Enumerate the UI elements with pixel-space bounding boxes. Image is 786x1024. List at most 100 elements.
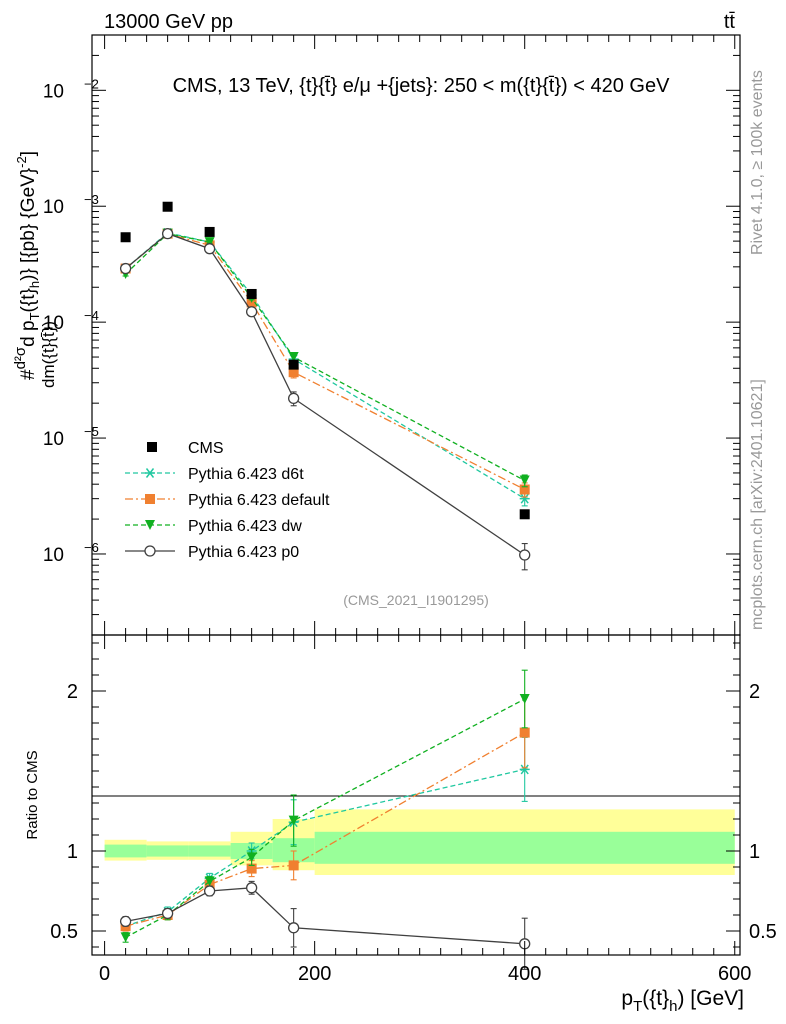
main-point-pythia-6-423-p0	[161, 227, 174, 240]
ratio-point-pythia-6-423-p0	[245, 882, 258, 894]
legend-entry-pythia-6-423-default: Pythia 6.423 default	[125, 492, 330, 509]
xlabel-mid: ({t}	[642, 987, 669, 1010]
main-series-layer	[119, 201, 531, 571]
main-series-pythia-6-423-default	[120, 228, 530, 498]
main-point-pythia-6-423-d6t	[519, 493, 530, 504]
xlabel-p: p	[621, 987, 633, 1010]
analysis-watermark: (CMS_2021_I1901295)	[343, 592, 489, 608]
header-right-label: tt̄	[724, 11, 736, 33]
legend-entry-pythia-6-423-p0: Pythia 6.423 p0	[125, 544, 299, 561]
main-y-tick-exp: −3	[84, 192, 99, 207]
main-point-pythia-6-423-p0	[119, 262, 132, 275]
main-point-pythia-6-423-p0	[203, 243, 216, 255]
x-tick-label: 0	[99, 963, 110, 985]
main-series-pythia-6-423-d6t	[120, 227, 530, 507]
ratio-axis-ticks: 0.5 0.5 1 1 2 2 0 200 400 600	[50, 635, 777, 985]
main-point-pythia-6-423-p0	[519, 549, 531, 561]
main-line-pythia-6-423-dw	[125, 232, 526, 482]
ratio-panel: 0.5 0.5 1 1 2 2 0 200 400 600 Ratio to CMS pT({t}…	[24, 634, 777, 1015]
main-point-pythia-6-423-default	[519, 484, 530, 495]
main-y-tick-exp: −2	[84, 76, 99, 91]
legend-marker-pythia-6-423-dw	[145, 520, 155, 530]
ratio-line-pythia-6-423-d6t	[125, 768, 525, 927]
legend-label-pythia-6-423-default: Pythia 6.423 default	[188, 492, 330, 509]
ratio-point-pythia-6-423-dw	[288, 815, 299, 826]
main-series-cms	[120, 201, 530, 520]
ratio-point-pythia-6-423-default	[519, 727, 530, 738]
main-point-pythia-6-423-p0	[287, 392, 300, 405]
ratio-y-axis-label: Ratio to CMS	[24, 750, 41, 839]
legend-entry-cms: CMS	[147, 440, 224, 457]
main-point-pythia-6-423-d6t-stroke	[520, 493, 529, 504]
main-line-pythia-6-423-d6t	[125, 232, 526, 500]
ylabel-tail: )} [{pb} {GeV}	[18, 168, 39, 281]
main-axis-ticks: 10 −6 10 −5 10 −4 10 −3 10 −2	[43, 34, 740, 636]
ratio-uncertainty-bands	[104, 809, 735, 875]
main-point-pythia-6-423-dw	[288, 352, 299, 363]
legend-marker-cms	[147, 442, 157, 452]
main-point-pythia-6-423-p0	[245, 306, 258, 318]
ratio-point-pythia-6-423-dw	[519, 694, 530, 704]
main-line-pythia-6-423-p0	[125, 232, 526, 556]
ratio-point-pythia-6-423-default	[288, 860, 299, 871]
ylabel-end: ]	[18, 151, 39, 156]
legend-label-cms: CMS	[188, 440, 224, 457]
mcplots-label: mcplots.cern.ch [arXiv:2401.10621]	[749, 379, 766, 630]
main-point-pythia-6-423-default	[288, 367, 299, 378]
ratio-y-tick-label-left: 0.5	[50, 921, 78, 943]
ratio-series-layer	[119, 669, 531, 970]
ratio-point-pythia-6-423-dw	[120, 932, 131, 943]
ratio-point-pythia-6-423-p0	[161, 907, 174, 920]
main-y-tick-base: 10	[43, 313, 64, 334]
ylabel-exp: -2	[14, 156, 29, 168]
legend-entry-pythia-6-423-d6t: Pythia 6.423 d6t	[125, 466, 304, 483]
main-line-pythia-6-423-default	[125, 232, 525, 491]
main-y-tick-label: 10 −6	[43, 540, 99, 566]
ratio-point-pythia-6-423-d6t-stroke	[520, 764, 529, 775]
main-y-tick-label: 10 −4	[43, 308, 99, 334]
legend-label-pythia-6-423-d6t: Pythia 6.423 d6t	[188, 466, 304, 483]
x-tick-label: 600	[718, 963, 751, 985]
main-panel: 10 −6 10 −5 10 −4 10 −3 10 −2 CMS, 13 TeV, {t}{t̄…	[12, 34, 741, 636]
ratio-series-pythia-6-423-p0	[119, 880, 531, 970]
main-point-pythia-6-423-dw	[204, 237, 215, 248]
main-point-cms	[204, 226, 215, 237]
x-tick-label: 400	[508, 963, 541, 985]
legend-marker-pythia-6-423-d6t	[145, 468, 155, 478]
main-series-pythia-6-423-dw	[120, 228, 530, 488]
ratio-panel-frame	[91, 634, 741, 956]
legend: CMS Pythia 6.423 d6t Pythia 6.423 default P…	[125, 440, 330, 561]
legend-marker-pythia-6-423-default	[145, 494, 155, 504]
ylabel-mid: ({t}	[18, 288, 39, 312]
ratio-y-tick-label-left: 2	[67, 681, 78, 703]
main-y-tick-label: 10 −5	[43, 424, 99, 450]
main-y-tick-base: 10	[43, 545, 64, 566]
ratio-stat-uncertainty-band	[146, 845, 189, 857]
xlabel-end: ) [GeV]	[677, 987, 744, 1010]
legend-label-pythia-6-423-dw: Pythia 6.423 dw	[188, 518, 302, 535]
main-title: CMS, 13 TeV, {t}{t̄} e/μ +{jets}: 250 < …	[173, 75, 671, 97]
ratio-stat-uncertainty-band	[104, 844, 147, 858]
ratio-point-pythia-6-423-p0	[203, 885, 216, 897]
ratio-point-pythia-6-423-p0	[119, 915, 132, 928]
ratio-point-pythia-6-423-default	[246, 863, 257, 874]
header-left-label: 13000 GeV pp	[104, 11, 233, 33]
main-point-cms	[246, 288, 257, 299]
main-y-tick-exp: −4	[84, 308, 99, 323]
ratio-series-pythia-6-423-dw	[120, 669, 530, 943]
main-point-cms	[288, 359, 299, 370]
ylabel-prefix: #	[18, 369, 39, 380]
legend-entry-pythia-6-423-dw: Pythia 6.423 dw	[125, 518, 302, 535]
main-y-tick-base: 10	[43, 429, 64, 450]
ratio-line-pythia-6-423-default	[125, 732, 526, 927]
ylabel-fraction-den: dm({t}{t̄})	[39, 321, 58, 388]
xlabel-sub-T: T	[633, 998, 642, 1015]
ratio-stat-uncertainty-band	[314, 831, 735, 864]
main-series-pythia-6-423-p0	[119, 227, 531, 571]
ratio-stat-uncertainty-band	[188, 845, 231, 857]
ratio-point-pythia-6-423-d6t	[519, 764, 530, 775]
x-tick-label: 200	[298, 963, 331, 985]
ylabel-rest: d p	[18, 320, 39, 346]
main-point-cms	[519, 509, 530, 520]
